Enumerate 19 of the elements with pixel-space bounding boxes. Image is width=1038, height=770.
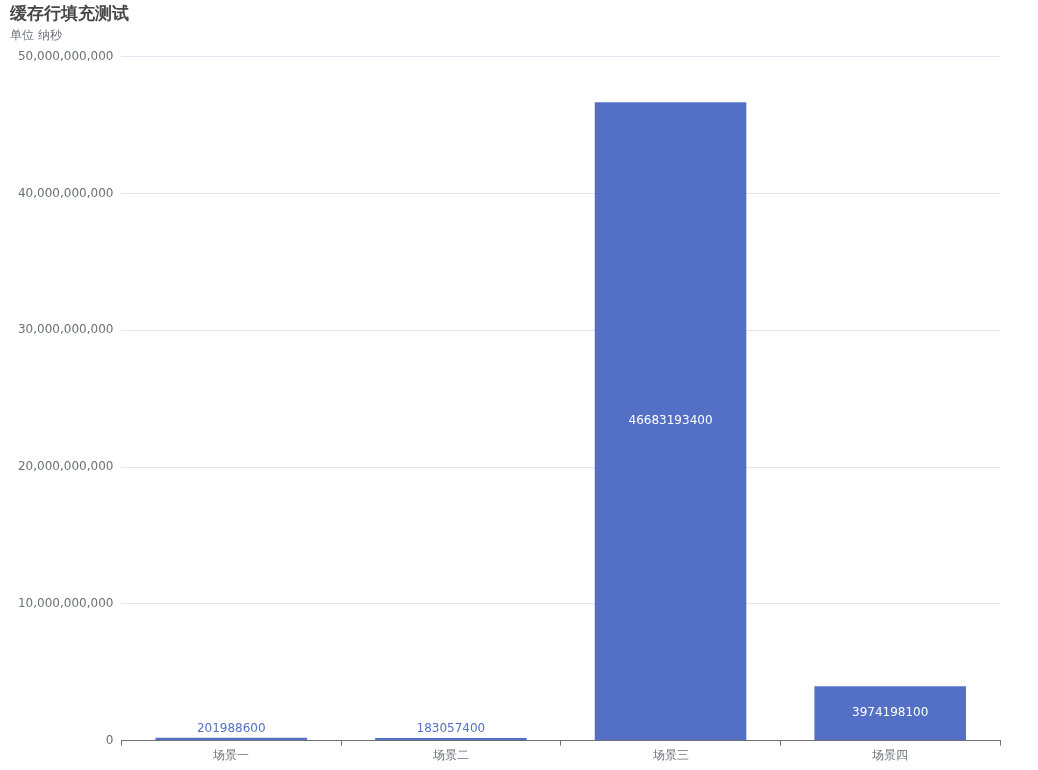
y-tick-label: 40,000,000,000 <box>17 185 114 200</box>
chart-subtitle: 单位 纳秒 <box>10 27 62 42</box>
y-tick-label: 20,000,000,000 <box>17 459 114 474</box>
data-label: 46683193400 <box>628 413 713 428</box>
data-label: 201988600 <box>196 720 266 735</box>
bar <box>814 686 966 741</box>
x-tick-label: 场景四 <box>871 747 909 762</box>
x-tick-label: 场景一 <box>212 747 250 762</box>
x-tick-label: 场景三 <box>651 747 689 762</box>
y-tick-label: 0 <box>105 732 114 747</box>
bar <box>375 738 527 741</box>
y-tick-label: 50,000,000,000 <box>17 48 114 63</box>
x-tick-label: 场景二 <box>431 747 469 762</box>
data-label: 183057400 <box>416 721 486 736</box>
chart-title: 缓存行填充测试 <box>9 2 129 23</box>
bar <box>594 102 747 741</box>
y-tick-label: 30,000,000,000 <box>17 322 114 337</box>
data-label: 3974198100 <box>852 705 929 720</box>
y-tick-label: 10,000,000,000 <box>17 595 114 610</box>
